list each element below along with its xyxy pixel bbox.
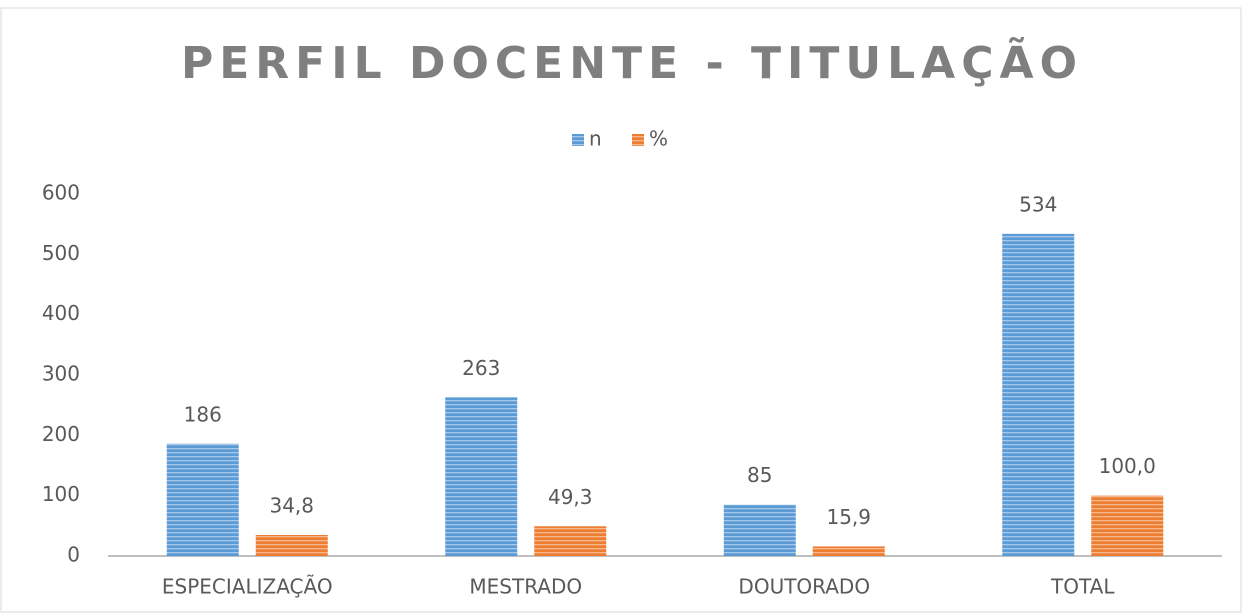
y-tick-label: 300	[42, 362, 80, 386]
data-label: 49,3	[548, 485, 593, 509]
x-tick-label: DOUTORADO	[738, 575, 870, 599]
legend-label: %	[649, 127, 668, 151]
data-label: 186	[184, 402, 222, 426]
bar	[166, 443, 239, 556]
y-tick-label: 100	[42, 482, 80, 506]
data-label: 534	[1019, 192, 1057, 216]
legend-swatch	[632, 134, 644, 146]
data-label: 34,8	[269, 494, 314, 518]
chart-title: PERFIL DOCENTE - TITULAÇÃO	[181, 36, 1083, 89]
x-tick-label: MESTRADO	[469, 575, 582, 599]
bar	[255, 535, 328, 556]
y-tick-label: 500	[42, 241, 80, 265]
y-tick-label: 400	[42, 301, 80, 325]
bar	[534, 526, 607, 556]
bar	[723, 504, 796, 556]
bar	[445, 397, 518, 556]
y-tick-label: 600	[42, 181, 80, 205]
bar	[1002, 233, 1075, 556]
data-label: 263	[462, 356, 500, 380]
x-tick-label: ESPECIALIZAÇÃO	[162, 575, 333, 599]
bar	[812, 546, 885, 556]
data-label: 100,0	[1099, 454, 1156, 478]
legend-swatch	[572, 134, 584, 146]
data-label: 85	[747, 463, 772, 487]
data-label: 15,9	[826, 505, 871, 529]
y-tick-label: 200	[42, 422, 80, 446]
x-tick-label: TOTAL	[1050, 575, 1115, 599]
bar	[1091, 495, 1164, 556]
legend-label: n	[589, 127, 602, 151]
y-tick-label: 0	[67, 543, 80, 567]
